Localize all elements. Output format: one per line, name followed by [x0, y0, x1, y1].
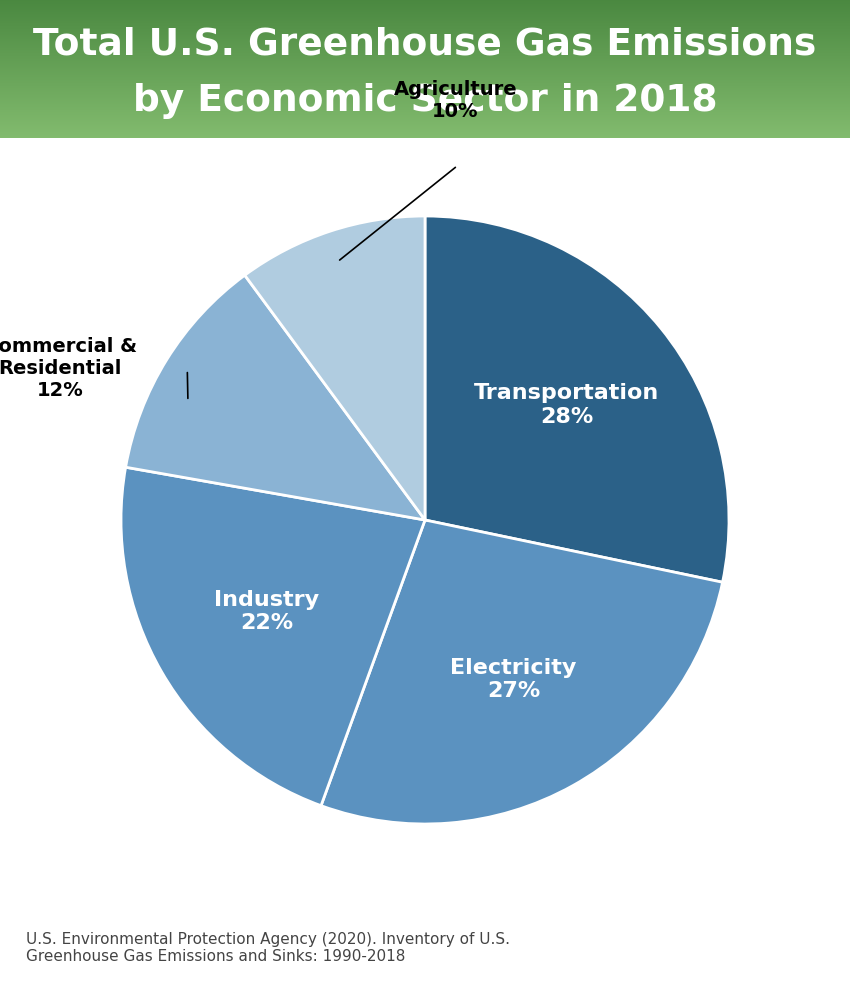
Text: U.S. Environmental Protection Agency (2020). Inventory of U.S.
Greenhouse Gas Em: U.S. Environmental Protection Agency (20…	[26, 932, 509, 964]
Text: Transportation
28%: Transportation 28%	[474, 383, 660, 427]
Text: Electricity
27%: Electricity 27%	[450, 658, 577, 701]
Wedge shape	[321, 520, 722, 824]
Text: Commercial &
Residential
12%: Commercial & Residential 12%	[0, 336, 137, 399]
Text: Agriculture
10%: Agriculture 10%	[394, 80, 517, 121]
Text: Industry
22%: Industry 22%	[214, 590, 320, 633]
Wedge shape	[121, 467, 425, 806]
Text: Total U.S. Greenhouse Gas Emissions: Total U.S. Greenhouse Gas Emissions	[33, 26, 817, 62]
Text: by Economic Sector in 2018: by Economic Sector in 2018	[133, 83, 717, 119]
Wedge shape	[425, 216, 729, 582]
Wedge shape	[245, 216, 425, 520]
Wedge shape	[126, 275, 425, 520]
